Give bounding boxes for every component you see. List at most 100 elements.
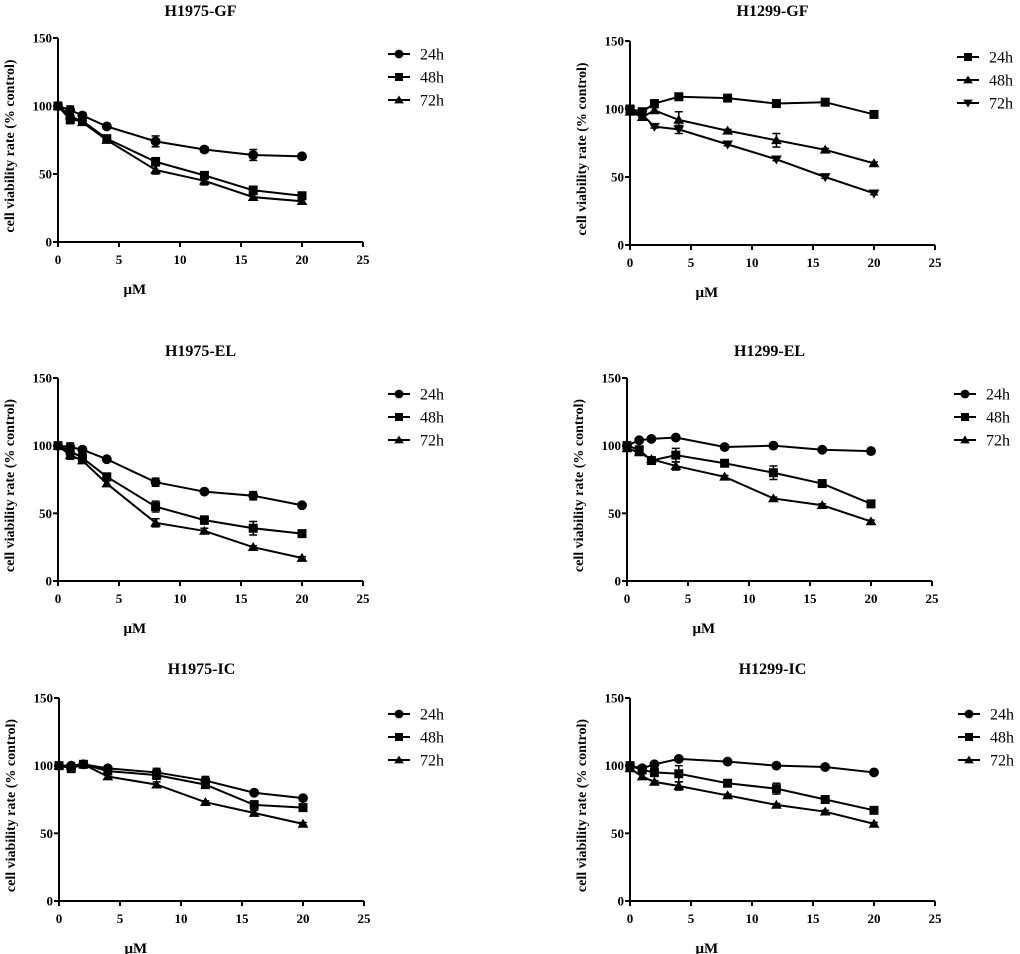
data-point-triangle-up xyxy=(151,779,162,789)
y-tick-label: 50 xyxy=(611,170,624,185)
legend-marker-square xyxy=(961,413,969,421)
data-point-square xyxy=(151,502,161,512)
data-point-triangle-up xyxy=(819,144,831,154)
legend-label: 72h xyxy=(420,753,444,770)
data-point-circle xyxy=(101,454,112,465)
chart-title: H1975-EL xyxy=(165,343,236,360)
legend-item-24h: 24h xyxy=(954,387,1010,404)
series-24h xyxy=(53,101,307,162)
data-point-square xyxy=(674,92,684,102)
series-72h xyxy=(624,106,880,199)
data-point-square xyxy=(297,529,307,539)
data-point-square xyxy=(199,515,209,525)
y-tick-label: 50 xyxy=(39,506,52,521)
data-point-triangle-up xyxy=(868,818,880,828)
x-axis-label: μM xyxy=(124,621,147,637)
data-point-square xyxy=(768,468,778,478)
series-72h xyxy=(621,443,877,526)
y-tick-label: 0 xyxy=(618,238,625,253)
data-point-circle xyxy=(817,444,828,455)
series-72h xyxy=(52,440,308,562)
x-tick-label: 25 xyxy=(929,255,943,270)
data-point-circle xyxy=(77,444,88,455)
data-point-triangle-up xyxy=(102,771,114,781)
x-tick-label: 10 xyxy=(174,591,187,606)
legend-label: 48h xyxy=(989,73,1013,90)
legend-item-24h: 24h xyxy=(388,47,444,64)
series-line xyxy=(57,105,303,197)
y-tick-label: 100 xyxy=(602,438,622,453)
legend-marker-circle xyxy=(964,709,974,719)
data-point-circle xyxy=(771,760,782,771)
data-point-triangle-up xyxy=(101,478,113,488)
legend-label: 24h xyxy=(420,47,444,64)
data-point-triangle-up xyxy=(649,105,660,115)
data-point-triangle-down xyxy=(624,106,636,116)
x-tick-label: 20 xyxy=(296,252,309,267)
data-point-square xyxy=(200,780,210,790)
data-point-triangle-up xyxy=(771,799,782,809)
legend-marker-triangle-up xyxy=(963,75,973,84)
series-line xyxy=(629,95,875,116)
y-tick-label: 150 xyxy=(33,31,53,46)
series-24h xyxy=(622,432,876,457)
data-point-triangle-down xyxy=(673,125,685,135)
legend-label: 72h xyxy=(420,93,444,110)
data-point-triangle-up xyxy=(296,552,308,562)
legend-marker-square xyxy=(395,73,403,81)
chart-title: H1299-IC xyxy=(739,661,807,678)
data-point-circle xyxy=(866,446,876,457)
data-point-triangle-down xyxy=(819,173,831,183)
legend-label: 72h xyxy=(989,96,1013,113)
x-tick-label: 15 xyxy=(807,911,821,926)
data-point-triangle-up xyxy=(77,117,88,127)
legend-marker-square xyxy=(964,53,972,61)
data-point-triangle-up xyxy=(150,164,161,174)
series-24h xyxy=(625,92,879,119)
y-axis-label: cell viability rate (% control) xyxy=(3,59,18,232)
x-tick-label: 20 xyxy=(296,591,309,606)
y-axis-label: cell viability rate (% control) xyxy=(4,719,19,892)
legend-item-48h: 48h xyxy=(958,730,1014,747)
y-tick-label: 0 xyxy=(615,574,622,589)
x-tick-label: 15 xyxy=(235,591,249,606)
data-point-circle xyxy=(101,121,112,132)
legend-marker-square xyxy=(395,733,403,741)
x-axis-label: μM xyxy=(696,941,719,954)
series-line xyxy=(626,436,872,453)
x-tick-label: 5 xyxy=(688,255,695,270)
x-tick-label: 10 xyxy=(743,591,756,606)
data-point-triangle-up xyxy=(868,158,880,168)
data-point-triangle-up xyxy=(64,110,76,120)
data-point-triangle-up xyxy=(624,763,636,773)
series-72h xyxy=(52,100,308,206)
chart-title: H1299-EL xyxy=(734,343,805,360)
data-point-triangle-up xyxy=(248,807,260,817)
y-tick-label: 100 xyxy=(605,758,625,773)
x-tick-label: 0 xyxy=(624,591,631,606)
data-point-square xyxy=(771,784,781,794)
series-72h xyxy=(53,759,309,828)
data-point-triangle-up xyxy=(78,759,89,769)
data-point-square xyxy=(297,191,307,201)
data-point-square xyxy=(869,109,879,119)
data-point-circle xyxy=(298,793,308,804)
x-tick-label: 5 xyxy=(688,911,695,926)
x-tick-label: 0 xyxy=(55,591,62,606)
data-point-square xyxy=(817,479,827,489)
data-point-circle xyxy=(249,787,260,798)
data-point-circle xyxy=(199,486,210,497)
x-tick-label: 20 xyxy=(868,255,881,270)
chart-panel-0: H1975-GF 0 50 100 150 0 5 10 15 20 25 μM cell viabil… xyxy=(3,3,444,298)
data-point-triangle-up xyxy=(150,517,161,527)
legend-label: 24h xyxy=(989,50,1013,67)
chart-title: H1975-IC xyxy=(168,661,236,678)
legend-item-24h: 24h xyxy=(958,707,1014,724)
data-point-circle xyxy=(634,435,645,446)
legend-marker-triangle-up xyxy=(394,755,404,764)
data-point-square xyxy=(649,99,659,109)
x-tick-label: 5 xyxy=(685,591,692,606)
legend-label: 24h xyxy=(420,707,444,724)
data-point-triangle-up xyxy=(64,450,76,459)
data-point-triangle-up xyxy=(199,525,210,535)
